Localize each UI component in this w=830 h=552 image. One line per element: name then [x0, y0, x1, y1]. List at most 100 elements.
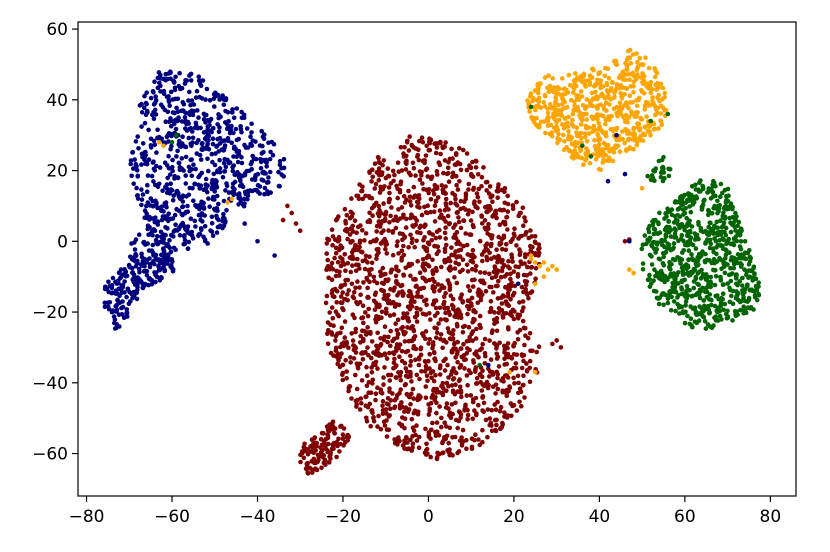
scatter-point-series-0 — [133, 237, 139, 242]
scatter-point-series-1 — [328, 322, 333, 328]
scatter-point-series-1 — [337, 247, 342, 253]
scatter-point-series-1 — [383, 306, 389, 312]
scatter-point-series-3 — [689, 294, 694, 299]
scatter-point-series-0 — [163, 119, 168, 124]
scatter-point-series-0 — [239, 155, 244, 160]
scatter-point-series-0 — [135, 261, 140, 266]
scatter-point-series-1 — [420, 181, 425, 186]
scatter-point-series-0 — [137, 103, 143, 108]
scatter-point-series-1 — [464, 338, 470, 344]
scatter-point-series-2 — [629, 109, 634, 115]
scatter-point-series-0 — [257, 184, 263, 189]
scatter-point-series-1 — [400, 293, 406, 298]
scatter-point-series-1 — [443, 191, 449, 196]
scatter-point-series-3 — [690, 242, 696, 248]
scatter-point-series-3 — [669, 289, 674, 295]
scatter-point-series-1 — [346, 345, 351, 351]
scatter-point-series-1 — [465, 212, 471, 217]
scatter-point-series-1 — [408, 353, 413, 359]
scatter-point-series-3 — [659, 237, 664, 243]
scatter-point-series-1 — [401, 151, 406, 156]
scatter-point-series-1 — [437, 208, 443, 213]
scatter-point-series-1 — [430, 420, 435, 426]
scatter-point-series-1 — [399, 282, 405, 288]
scatter-point-series-0 — [148, 277, 153, 283]
scatter-point-series-1 — [388, 406, 393, 412]
scatter-point-series-0 — [183, 154, 189, 160]
scatter-point-series-3 — [704, 306, 709, 311]
scatter-point-series-1 — [330, 243, 335, 248]
scatter-point-series-2 — [624, 147, 629, 152]
scatter-point-series-1 — [489, 284, 494, 290]
scatter-point-series-3 — [675, 254, 680, 260]
scatter-point-series-1 — [522, 215, 527, 220]
scatter-point-series-3 — [711, 194, 716, 199]
scatter-point-series-3 — [742, 267, 747, 272]
scatter-point-series-0 — [150, 89, 156, 94]
scatter-point-series-1 — [334, 439, 340, 445]
scatter-point-series-1 — [416, 362, 422, 368]
scatter-point-series-0 — [206, 146, 212, 152]
scatter-point-series-1 — [396, 251, 401, 256]
scatter-point-series-1 — [456, 248, 461, 253]
scatter-point-series-1 — [478, 270, 483, 275]
scatter-point-series-1 — [372, 186, 378, 191]
scatter-point-series-3 — [657, 295, 662, 301]
scatter-point-series-0 — [179, 85, 185, 91]
scatter-point-series-1 — [464, 351, 470, 356]
scatter-point-series-1 — [453, 201, 458, 206]
scatter-point-series-1 — [401, 243, 406, 249]
scatter-point-series-2 — [608, 146, 614, 152]
scatter-point-series-1 — [487, 374, 492, 379]
scatter-point-series-1 — [378, 387, 384, 392]
scatter-point-series-1 — [442, 368, 448, 373]
scatter-point-series-1 — [622, 239, 628, 244]
scatter-point-series-1 — [485, 209, 490, 215]
scatter-point-series-3 — [715, 210, 720, 216]
scatter-point-series-3 — [686, 257, 692, 262]
scatter-point-series-1 — [387, 220, 392, 225]
scatter-point-series-0 — [193, 166, 198, 172]
scatter-point-series-1 — [511, 231, 517, 236]
scatter-point-series-1 — [496, 254, 501, 259]
scatter-point-series-1 — [474, 381, 479, 386]
scatter-point-series-2 — [620, 73, 626, 79]
scatter-point-series-1 — [387, 350, 392, 356]
scatter-point-series-3 — [699, 306, 704, 311]
scatter-point-series-1 — [330, 316, 336, 321]
scatter-point-series-1 — [399, 258, 404, 263]
scatter-point-series-2 — [634, 51, 639, 56]
scatter-point-series-3 — [679, 285, 684, 290]
scatter-point-series-1 — [521, 223, 526, 228]
scatter-point-series-3 — [746, 262, 752, 267]
scatter-point-series-3 — [647, 272, 652, 278]
scatter-point-series-1 — [376, 250, 381, 255]
scatter-point-series-1 — [490, 214, 495, 219]
scatter-point-series-3 — [683, 264, 689, 269]
scatter-point-series-0 — [230, 185, 236, 190]
scatter-point-series-2 — [593, 89, 598, 95]
scatter-point-series-1 — [410, 160, 416, 166]
scatter-point-series-1 — [423, 395, 429, 401]
scatter-point-series-0 — [167, 172, 173, 177]
scatter-point-series-0 — [193, 224, 198, 229]
scatter-point-series-1 — [499, 207, 505, 213]
scatter-point-series-1 — [492, 321, 497, 327]
scatter-point-series-0 — [168, 89, 174, 95]
scatter-point-series-1 — [324, 251, 330, 256]
scatter-point-series-1 — [506, 303, 512, 309]
scatter-point-series-3 — [668, 234, 674, 239]
scatter-point-series-0 — [220, 93, 225, 98]
scatter-point-series-2 — [618, 82, 624, 88]
scatter-point-series-0 — [237, 191, 242, 196]
scatter-point-series-0 — [277, 183, 282, 189]
scatter-point-series-1 — [468, 165, 474, 170]
scatter-point-series-1 — [373, 397, 378, 403]
scatter-point-series-1 — [385, 339, 390, 345]
scatter-point-series-1 — [368, 329, 373, 335]
scatter-point-series-0 — [145, 200, 151, 205]
scatter-point-series-1 — [378, 269, 383, 275]
scatter-point-series-1 — [481, 400, 487, 406]
scatter-point-series-0 — [154, 200, 159, 206]
scatter-point-series-1 — [342, 206, 348, 212]
